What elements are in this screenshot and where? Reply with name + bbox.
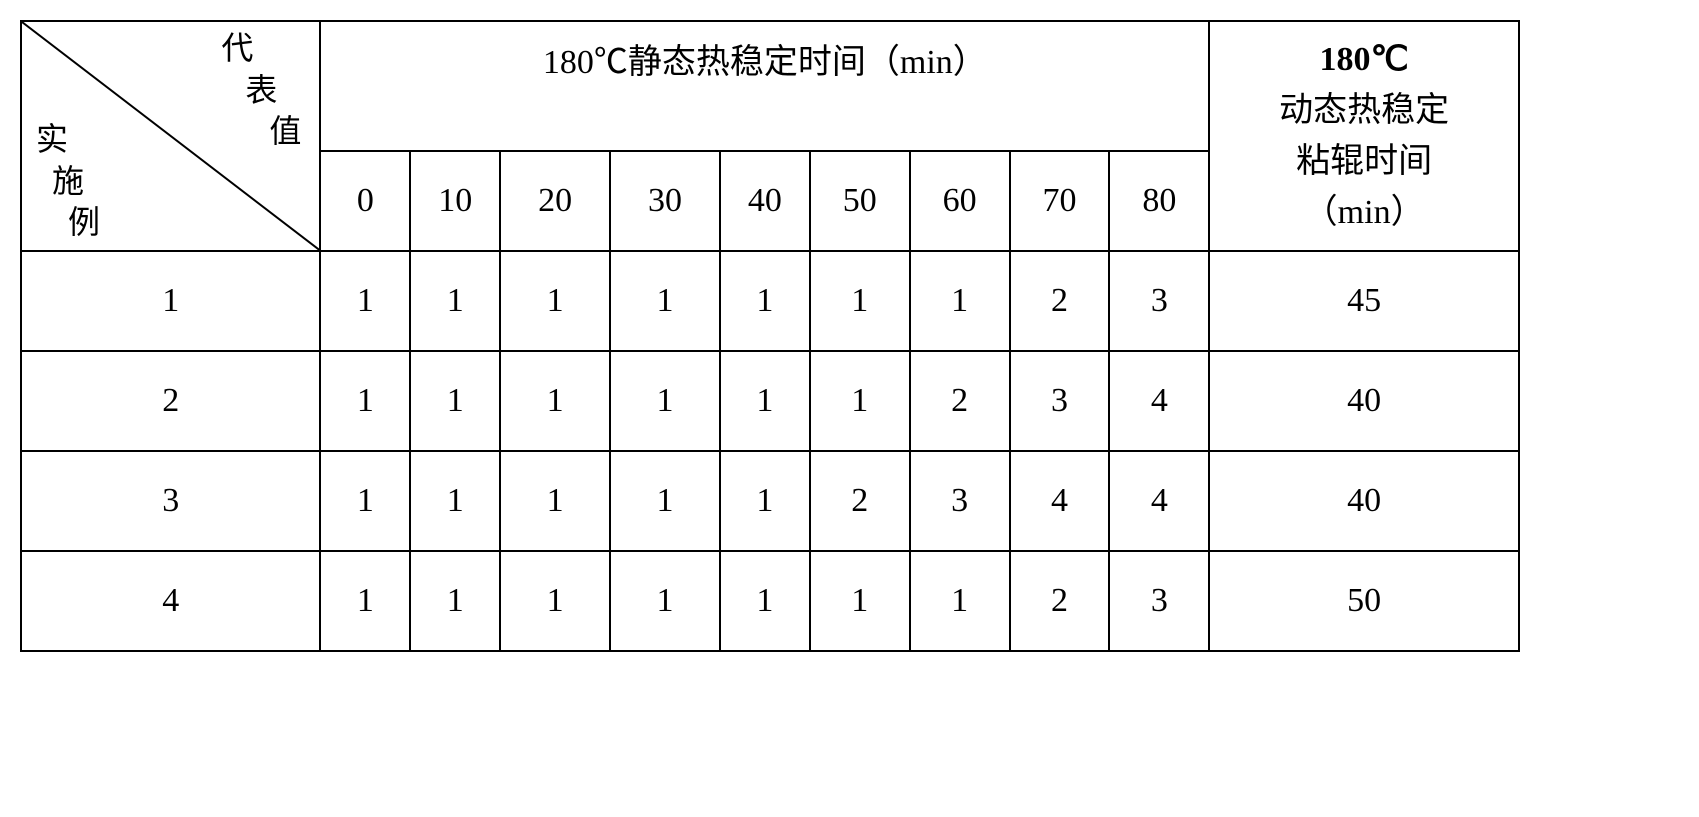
data-cell: 1: [720, 351, 810, 451]
time-col-header: 60: [910, 151, 1010, 251]
data-cell: 1: [720, 451, 810, 551]
header-row-1: 代 表 值 实 施 例 180℃静态热稳定时间（min） 180℃ 动态热稳定 …: [21, 21, 1519, 151]
thermal-stability-table: 代 表 值 实 施 例 180℃静态热稳定时间（min） 180℃ 动态热稳定 …: [20, 20, 1520, 652]
data-cell: 1: [810, 251, 910, 351]
data-cell: 3: [910, 451, 1010, 551]
time-col-header: 50: [810, 151, 910, 251]
data-cell: 1: [500, 351, 610, 451]
data-cell: 2: [1010, 251, 1110, 351]
data-cell: 1: [500, 451, 610, 551]
data-cell: 1: [410, 351, 500, 451]
data-cell: 1: [810, 551, 910, 651]
data-cell: 2: [810, 451, 910, 551]
data-cell: 1: [610, 451, 720, 551]
data-cell: 1: [320, 451, 410, 551]
data-cell: 3: [1010, 351, 1110, 451]
data-cell: 3: [1109, 251, 1209, 351]
data-cell: 1: [320, 551, 410, 651]
row-label: 3: [21, 451, 320, 551]
data-cell: 1: [500, 251, 610, 351]
table-row: 2 1 1 1 1 1 1 2 3 4 40: [21, 351, 1519, 451]
diagonal-header-cell: 代 表 值 实 施 例: [21, 21, 320, 251]
data-cell: 3: [1109, 551, 1209, 651]
data-cell: 1: [610, 551, 720, 651]
row-label: 4: [21, 551, 320, 651]
data-cell: 1: [810, 351, 910, 451]
data-cell: 1: [320, 251, 410, 351]
data-cell: 1: [610, 251, 720, 351]
table-row: 4 1 1 1 1 1 1 1 2 3 50: [21, 551, 1519, 651]
data-cell: 4: [1010, 451, 1110, 551]
dynamic-cell: 45: [1209, 251, 1519, 351]
row-label: 1: [21, 251, 320, 351]
diagonal-lower-label: 实 施 例: [36, 119, 100, 244]
diagonal-upper-label: 代 表 值: [221, 28, 301, 153]
data-cell: 1: [500, 551, 610, 651]
dynamic-cell: 40: [1209, 451, 1519, 551]
data-cell: 1: [410, 451, 500, 551]
time-col-header: 40: [720, 151, 810, 251]
data-cell: 1: [410, 551, 500, 651]
data-cell: 1: [610, 351, 720, 451]
row-label: 2: [21, 351, 320, 451]
data-cell: 1: [720, 251, 810, 351]
static-stability-header: 180℃静态热稳定时间（min）: [320, 21, 1209, 151]
data-cell: 4: [1109, 451, 1209, 551]
dynamic-cell: 40: [1209, 351, 1519, 451]
time-col-header: 20: [500, 151, 610, 251]
table-row: 3 1 1 1 1 1 2 3 4 4 40: [21, 451, 1519, 551]
data-cell: 2: [1010, 551, 1110, 651]
data-cell: 1: [910, 251, 1010, 351]
time-col-header: 70: [1010, 151, 1110, 251]
dynamic-cell: 50: [1209, 551, 1519, 651]
time-col-header: 0: [320, 151, 410, 251]
data-cell: 2: [910, 351, 1010, 451]
data-cell: 4: [1109, 351, 1209, 451]
data-cell: 1: [410, 251, 500, 351]
data-cell: 1: [720, 551, 810, 651]
time-col-header: 10: [410, 151, 500, 251]
time-col-header: 80: [1109, 151, 1209, 251]
time-col-header: 30: [610, 151, 720, 251]
data-cell: 1: [320, 351, 410, 451]
data-cell: 1: [910, 551, 1010, 651]
table-row: 1 1 1 1 1 1 1 1 2 3 45: [21, 251, 1519, 351]
dynamic-stability-header: 180℃ 动态热稳定 粘辊时间 （min）: [1209, 21, 1519, 251]
